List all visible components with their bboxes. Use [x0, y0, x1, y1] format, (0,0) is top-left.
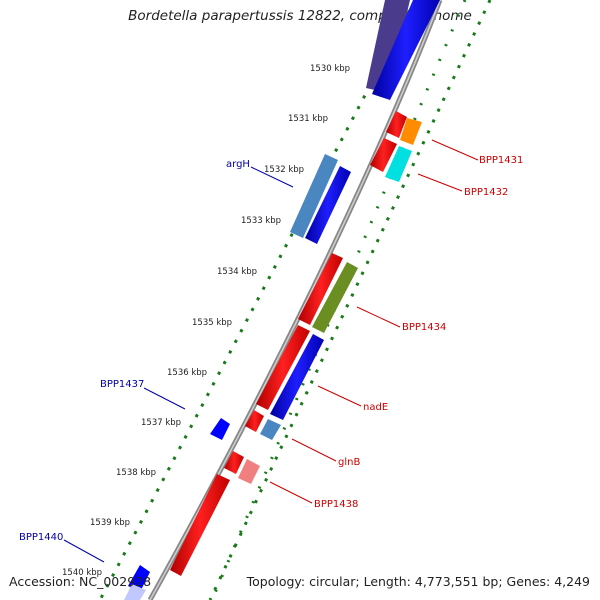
leader-line: [417, 173, 463, 192]
tick-label: 1540 kbp: [62, 568, 102, 578]
gene-bpp1437-blue: [210, 418, 230, 440]
tick-label: 1539 kbp: [90, 518, 130, 528]
gene-bpp1434-olive: [312, 262, 358, 333]
gene-bottom-red: [170, 474, 230, 576]
tick-label: 1533 kbp: [241, 216, 281, 226]
inner-dotted-track: [98, 0, 417, 600]
gene-top-dark: [366, 0, 410, 93]
leader-line: [63, 539, 105, 563]
gene-label-bpp1438: BPP1438: [314, 499, 358, 510]
gene-label-argh: argH: [226, 159, 250, 170]
gene-bpp1440-pale: [124, 584, 146, 600]
gene-glnb-steel: [260, 419, 281, 440]
leader-line: [431, 139, 479, 161]
leader-line: [356, 306, 401, 328]
gene-glnb-red: [245, 410, 264, 432]
gene-bpp1438-red: [224, 451, 244, 474]
gene-label-bpp1434: BPP1434: [402, 322, 446, 333]
gene-top-blue: [372, 0, 440, 100]
gene-label-bpp1431: BPP1431: [479, 155, 523, 166]
tick-label: 1537 kbp: [141, 418, 181, 428]
tick-label: 1536 kbp: [167, 368, 207, 378]
gene-bpp1431-red: [386, 111, 407, 138]
gene-argh-steel: [290, 154, 338, 238]
genome-summary-text: Topology: circular; Length: 4,773,551 bp…: [246, 574, 590, 589]
gene-bpp1432-red: [370, 138, 397, 172]
leader-line: [291, 438, 337, 462]
tick-label: 1530 kbp: [310, 64, 350, 74]
gene-label-bpp1437: BPP1437: [100, 379, 144, 390]
leader-line: [317, 385, 362, 407]
gene-bpp1438-pink: [238, 459, 260, 484]
gene-label-glnb: glnB: [338, 457, 360, 468]
gene-nade-red: [256, 325, 310, 410]
genome-backbone: [147, 0, 443, 600]
gene-bpp1432-cyan: [385, 146, 412, 182]
gene-bpp1434-red: [298, 253, 343, 325]
leader-line: [250, 166, 294, 188]
leader-line: [143, 387, 186, 410]
tick-label: 1535 kbp: [192, 318, 232, 328]
accession-text: Accession: NC_002928: [9, 574, 152, 589]
tick-label: 1534 kbp: [217, 267, 257, 277]
outer-dotted-track: [208, 0, 492, 600]
leader-line: [269, 481, 313, 504]
gene-label-bpp1440: BPP1440: [19, 532, 63, 543]
gene-bpp1431-orange: [400, 118, 422, 145]
gene-label-bpp1432: BPP1432: [464, 187, 508, 198]
tick-label: 1538 kbp: [116, 468, 156, 478]
gene-label-nade: nadE: [363, 402, 388, 413]
gene-argh-blue: [305, 166, 351, 244]
gene-nade-blue: [270, 334, 324, 420]
tick-label: 1531 kbp: [288, 114, 328, 124]
tick-label: 1532 kbp: [264, 165, 304, 175]
genome-backbone-highlight: [149, 0, 441, 600]
